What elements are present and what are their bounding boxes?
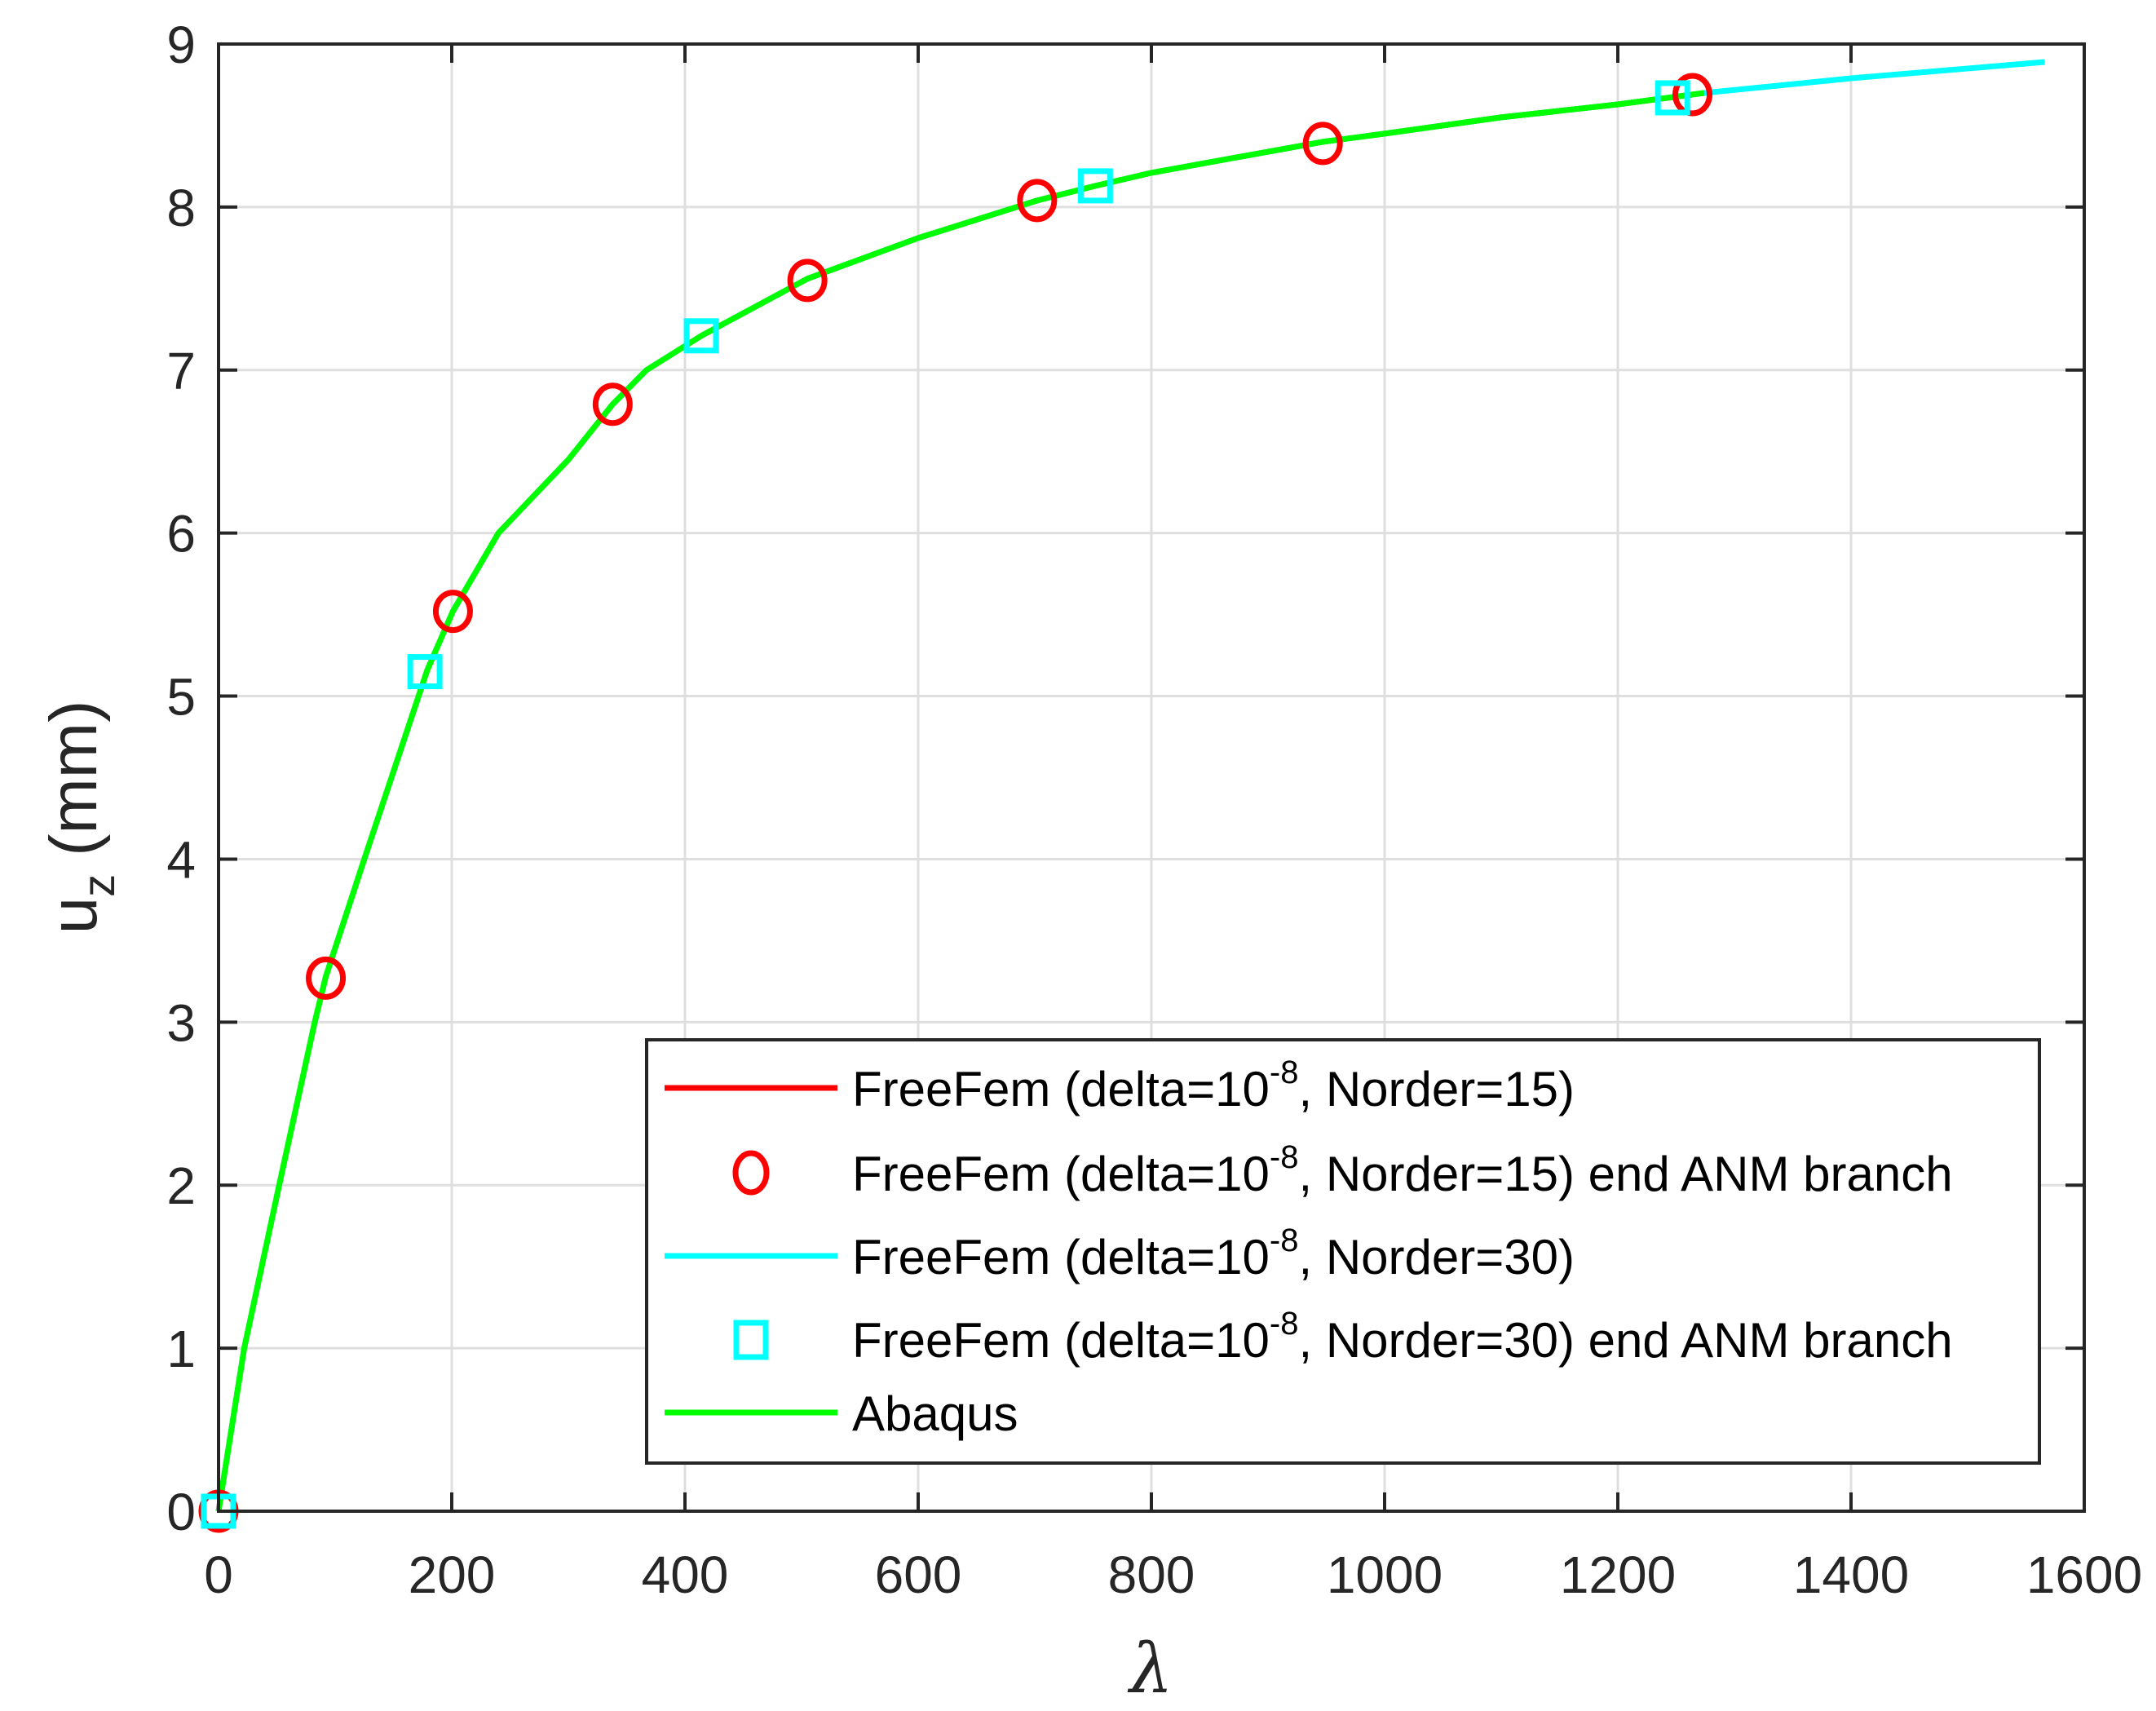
legend-item: FreeFem (delta=10-8, Norder=15) end ANM … [732, 1139, 1953, 1201]
y-tick-label: 7 [166, 342, 196, 400]
legend-item: FreeFem (delta=10-8, Norder=30) [665, 1222, 1575, 1284]
y-tick-label: 4 [166, 830, 196, 889]
circle-marker [1302, 122, 1343, 166]
legend-label: FreeFem (delta=10-8, Norder=15) [852, 1054, 1575, 1116]
square-marker [1077, 168, 1113, 204]
x-tick-label: 600 [875, 1545, 962, 1604]
legend-label: Abaqus [852, 1386, 1018, 1441]
legend-item: FreeFem (delta=10-8, Norder=15) [665, 1054, 1575, 1116]
y-tick-label: 5 [166, 668, 196, 727]
x-tick-labels: 0 200 400 600 800 1000 1200 1400 1600 [204, 1545, 2142, 1604]
x-tick-label: 400 [642, 1545, 729, 1604]
y-tick-label: 2 [166, 1156, 196, 1215]
x-tick-label: 1600 [2026, 1545, 2142, 1604]
circle-marker [432, 590, 473, 634]
y-tick-labels: 0 1 2 3 4 5 6 7 8 9 [166, 15, 196, 1541]
legend: FreeFem (delta=10-8, Norder=15) FreeFem (… [645, 1038, 2041, 1465]
x-tick-label: 200 [409, 1545, 496, 1604]
y-tick-label: 6 [166, 505, 196, 564]
circle-marker [306, 956, 347, 1000]
y-tick-label: 9 [166, 15, 196, 74]
y-tick-label: 1 [166, 1320, 196, 1378]
y-tick-label: 3 [166, 993, 196, 1052]
y-axis-title: uz (mm) [37, 701, 124, 935]
svg-text:uz(mm): uz (mm) [37, 701, 124, 935]
legend-label: FreeFem (delta=10-8, Norder=30) end ANM … [852, 1306, 1953, 1368]
legend-square-icon [733, 1320, 769, 1360]
y-axis-title-subscript: z [73, 874, 124, 897]
x-axis-title: λ [1127, 1629, 1173, 1709]
square-marker [683, 318, 719, 354]
circle-marker [787, 259, 828, 303]
x-tick-label: 1000 [1327, 1545, 1442, 1604]
y-tick-label: 8 [166, 179, 196, 237]
y-axis-title-unit: (mm) [37, 701, 111, 856]
legend-item: Abaqus [665, 1386, 1018, 1441]
plot-series [198, 59, 2045, 1533]
legend-box [645, 1038, 2041, 1465]
circle-marker [1017, 179, 1058, 223]
legend-circle-icon [732, 1150, 770, 1196]
axes-frame [217, 42, 2086, 1513]
legend-label: FreeFem (delta=10-8, Norder=15) end ANM … [852, 1139, 1953, 1201]
square-marker [1655, 80, 1690, 116]
legend-label: FreeFem (delta=10-8, Norder=30) [852, 1222, 1575, 1284]
series-line [215, 90, 1705, 1512]
y-axis-title-main: u [37, 897, 111, 935]
x-tick-label: 0 [204, 1545, 233, 1604]
x-tick-label: 1200 [1560, 1545, 1676, 1604]
grid-lines [219, 44, 2084, 1511]
x-tick-label: 1400 [1793, 1545, 1909, 1604]
circle-marker [1672, 73, 1713, 117]
x-tick-label: 800 [1108, 1545, 1195, 1604]
circle-marker [592, 382, 633, 427]
legend-item: FreeFem (delta=10-8, Norder=30) end ANM … [733, 1306, 1953, 1368]
y-tick-label: 0 [166, 1483, 196, 1541]
square-marker [407, 654, 443, 690]
